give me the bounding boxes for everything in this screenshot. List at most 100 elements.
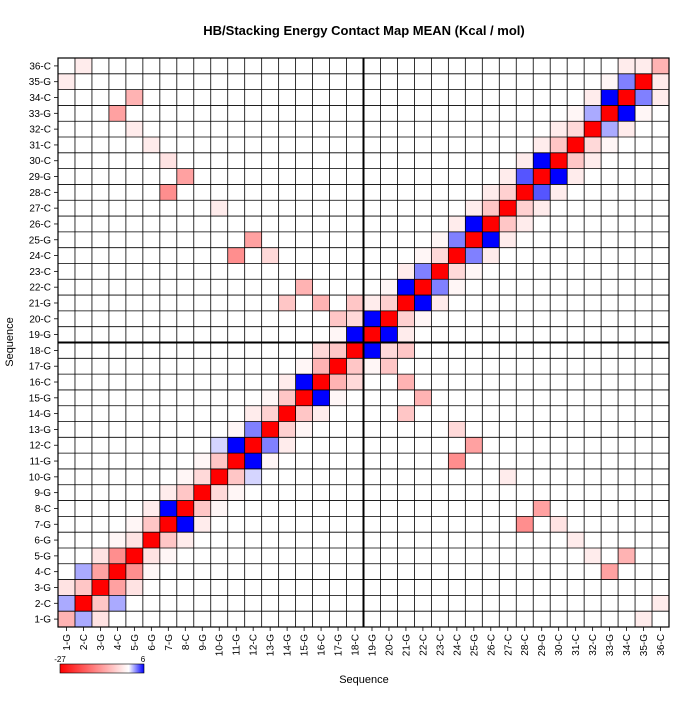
heatmap-cell: [584, 547, 602, 564]
heatmap-cell: [108, 547, 126, 564]
heatmap-cell: [380, 310, 398, 327]
heatmap-cell: [397, 326, 415, 343]
heatmap-cell: [346, 374, 364, 390]
heatmap-cell: [584, 121, 602, 138]
y-tick-label: 12-C: [29, 441, 51, 452]
x-tick-label: 5-G: [130, 634, 141, 651]
heatmap-cell: [176, 484, 194, 501]
heatmap-cell: [652, 58, 669, 74]
x-tick-label: 36-C: [656, 634, 667, 656]
heatmap-cell: [295, 421, 313, 438]
heatmap-cell: [312, 389, 330, 406]
y-axis-label: Sequence: [4, 317, 16, 367]
heatmap-cell: [295, 279, 313, 296]
x-tick-label: 18-C: [351, 634, 362, 656]
heatmap-cell: [448, 421, 466, 438]
heatmap-cell: [244, 231, 262, 248]
heatmap-cell: [244, 421, 262, 438]
x-tick-label: 8-C: [181, 634, 192, 650]
heatmap-cell: [397, 342, 415, 359]
heatmap-cell: [278, 437, 296, 454]
y-tick-label: 24-C: [29, 251, 51, 262]
y-tick-label: 15-G: [29, 393, 51, 404]
x-tick-label: 14-G: [283, 634, 294, 656]
heatmap-cell: [346, 342, 364, 359]
heatmap-cell: [448, 263, 466, 280]
y-tick-label: 23-C: [29, 267, 51, 278]
heatmap-cell: [193, 500, 211, 517]
heatmap-cell: [91, 579, 109, 596]
heatmap-cell: [58, 611, 75, 627]
y-tick-label: 10-G: [29, 472, 51, 483]
heatmap-cell: [176, 168, 194, 185]
heatmap-cell: [278, 405, 296, 422]
x-tick-labels: 1-G 2-C 3-G 4-C 5-G 6-G 7-G 8-C 9-G 10-G 11-G 12-C 1…: [62, 627, 667, 656]
heatmap-cell: [516, 152, 534, 169]
heatmap-cell: [414, 247, 432, 264]
heatmap-cell: [482, 231, 500, 248]
heatmap-cell: [482, 216, 500, 232]
heatmap-cell: [567, 168, 585, 185]
heatmap-cell: [210, 453, 228, 469]
heatmap-cell: [312, 374, 330, 390]
x-tick-label: 24-C: [452, 634, 463, 656]
y-tick-label: 2-C: [35, 599, 51, 610]
heatmap-cell: [159, 184, 177, 201]
x-tick-label: 16-C: [317, 634, 328, 656]
heatmap-cell: [142, 516, 160, 533]
heatmap-cell: [363, 342, 381, 359]
heatmap-cell: [652, 73, 669, 90]
heatmap-cell: [363, 326, 381, 343]
heatmap-cell: [295, 358, 313, 375]
heatmap-cell: [618, 58, 636, 74]
heatmap-cell: [618, 121, 636, 138]
x-tick-label: 21-G: [401, 634, 412, 656]
heatmap-cell: [635, 89, 653, 106]
heatmap-cell: [465, 263, 483, 280]
heatmap-cell: [533, 200, 551, 217]
heatmap-cell: [58, 579, 75, 596]
heatmap-cell: [516, 516, 534, 533]
heatmap-cell: [635, 73, 653, 90]
x-tick-label: 11-G: [232, 634, 243, 656]
heatmap-cell: [584, 137, 602, 153]
heatmap-cell: [397, 263, 415, 280]
heatmap-cell: [601, 137, 619, 153]
y-tick-label: 36-C: [29, 61, 51, 72]
heatmap-cell: [567, 105, 585, 122]
x-tick-label: 20-C: [384, 634, 395, 656]
colorbar-max-label: 6: [141, 655, 146, 664]
y-tick-label: 34-C: [29, 93, 51, 104]
heatmap-cell: [329, 389, 347, 406]
heatmap-cell: [397, 279, 415, 296]
heatmap-cell: [125, 89, 143, 106]
x-tick-label: 10-G: [215, 634, 226, 656]
heatmap-cell: [397, 405, 415, 422]
y-tick-label: 7-G: [34, 520, 51, 531]
heatmap-cell: [550, 137, 568, 153]
heatmap-cell: [601, 563, 619, 580]
y-tick-label: 21-G: [29, 298, 51, 309]
heatmap-cell: [159, 500, 177, 517]
heatmap-cell: [448, 216, 466, 232]
heatmap-cell: [295, 374, 313, 390]
x-tick-label: 30-C: [554, 634, 565, 656]
x-tick-label: 1-G: [62, 634, 73, 651]
x-tick-label: 9-G: [198, 634, 209, 651]
y-tick-label: 29-G: [29, 172, 51, 183]
heatmap-cell: [329, 358, 347, 375]
heatmap-cell: [448, 279, 466, 296]
heatmap-cell: [431, 263, 449, 280]
heatmap-cell: [108, 532, 126, 548]
heatmap-cell: [618, 547, 636, 564]
heatmap-cell: [125, 547, 143, 564]
x-tick-label: 29-G: [537, 634, 548, 656]
heatmap-cells: [58, 58, 669, 627]
heatmap-cell: [329, 326, 347, 343]
heatmap-cell: [329, 310, 347, 327]
heatmap-cell: [91, 547, 109, 564]
heatmap-cell: [431, 247, 449, 264]
heatmap-cell: [210, 484, 228, 501]
heatmap-cell: [499, 216, 517, 232]
heatmap-cell: [108, 105, 126, 122]
